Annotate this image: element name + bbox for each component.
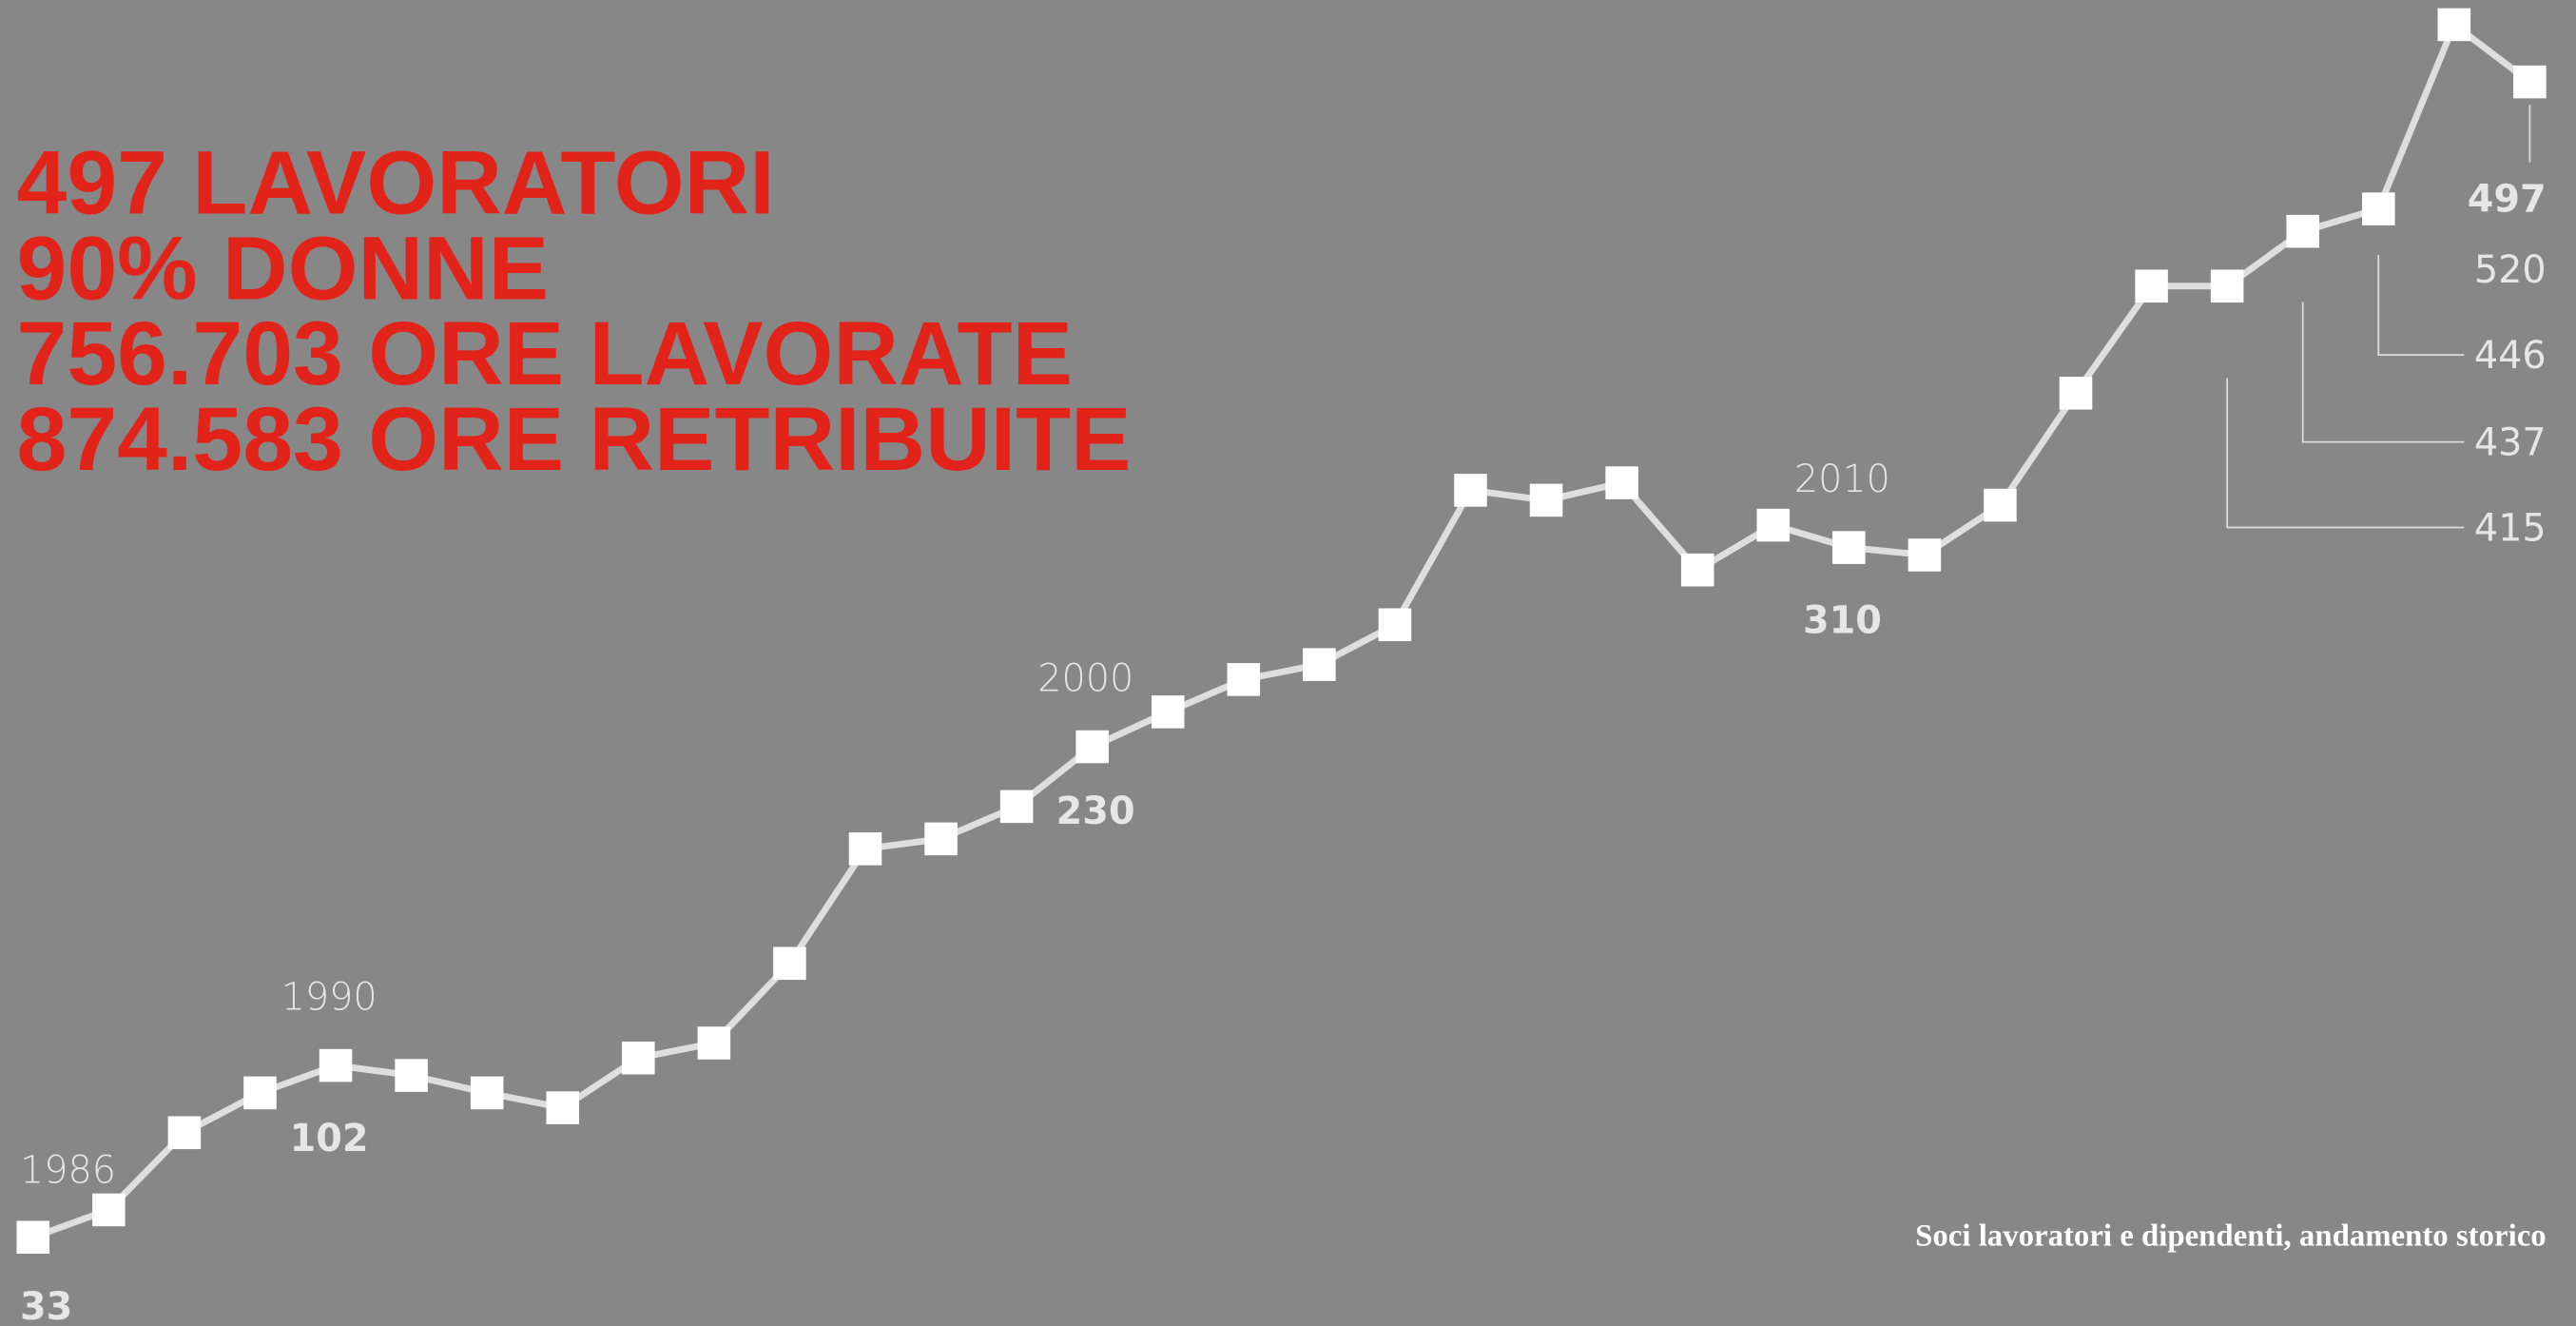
point-marker [1908,538,1942,572]
point-marker [848,832,882,866]
point-marker [1832,531,1866,564]
point-marker [2437,8,2471,42]
point-marker [395,1059,428,1092]
headline: 497 LAVORATORI [17,133,775,234]
value-label: 230 [1056,790,1135,833]
value-label: 446 [2474,334,2547,378]
point-marker [1756,508,1791,542]
leader-line [2377,254,2465,356]
value-label: 497 [2468,178,2547,222]
caption: Soci lavoratori e dipendenti, andamento … [1915,1219,2547,1253]
point-marker [243,1076,277,1110]
point-marker [924,822,958,856]
data-line [31,21,2532,1240]
point-marker [16,1220,50,1254]
leader-line [2301,302,2465,443]
point-marker [1378,608,1412,642]
value-label: 310 [1803,598,1882,642]
point-marker [546,1091,580,1124]
point-marker [2513,65,2547,99]
point-marker [2059,377,2093,410]
value-label: 437 [2474,420,2547,464]
year-label: 2010 [1794,458,1890,501]
headline: 874.583 ORE RETRIBUITE [17,389,1132,490]
point-marker [2210,269,2244,303]
year-label: 1986 [20,1149,116,1193]
point-marker [319,1048,353,1082]
point-marker [470,1076,504,1110]
point-marker [92,1193,126,1227]
point-marker [999,790,1034,824]
value-label: 102 [290,1117,369,1160]
point-marker [622,1041,655,1075]
point-marker [1151,695,1185,729]
point-marker [167,1116,202,1150]
point-marker [1605,466,1638,499]
point-marker [1227,663,1261,696]
year-label: 2000 [1037,656,1133,700]
headline: 756.703 ORE LAVORATE [17,303,1073,404]
point-marker [1529,483,1563,517]
point-marker [2135,269,2168,303]
headline: 90% DONNE [17,218,550,319]
value-label: 33 [20,1285,72,1326]
value-label: 520 [2474,248,2547,292]
point-marker [1680,553,1714,587]
point-marker [1984,488,2017,522]
value-label: 415 [2474,506,2547,550]
point-marker [2286,214,2319,248]
point-marker [2362,192,2395,225]
point-marker [1075,730,1109,764]
point-marker [1454,474,1487,507]
point-marker [773,946,806,981]
point-marker [1303,648,1336,681]
year-label: 1990 [281,975,378,1019]
point-marker [697,1026,731,1060]
leader-line [2226,378,2465,529]
